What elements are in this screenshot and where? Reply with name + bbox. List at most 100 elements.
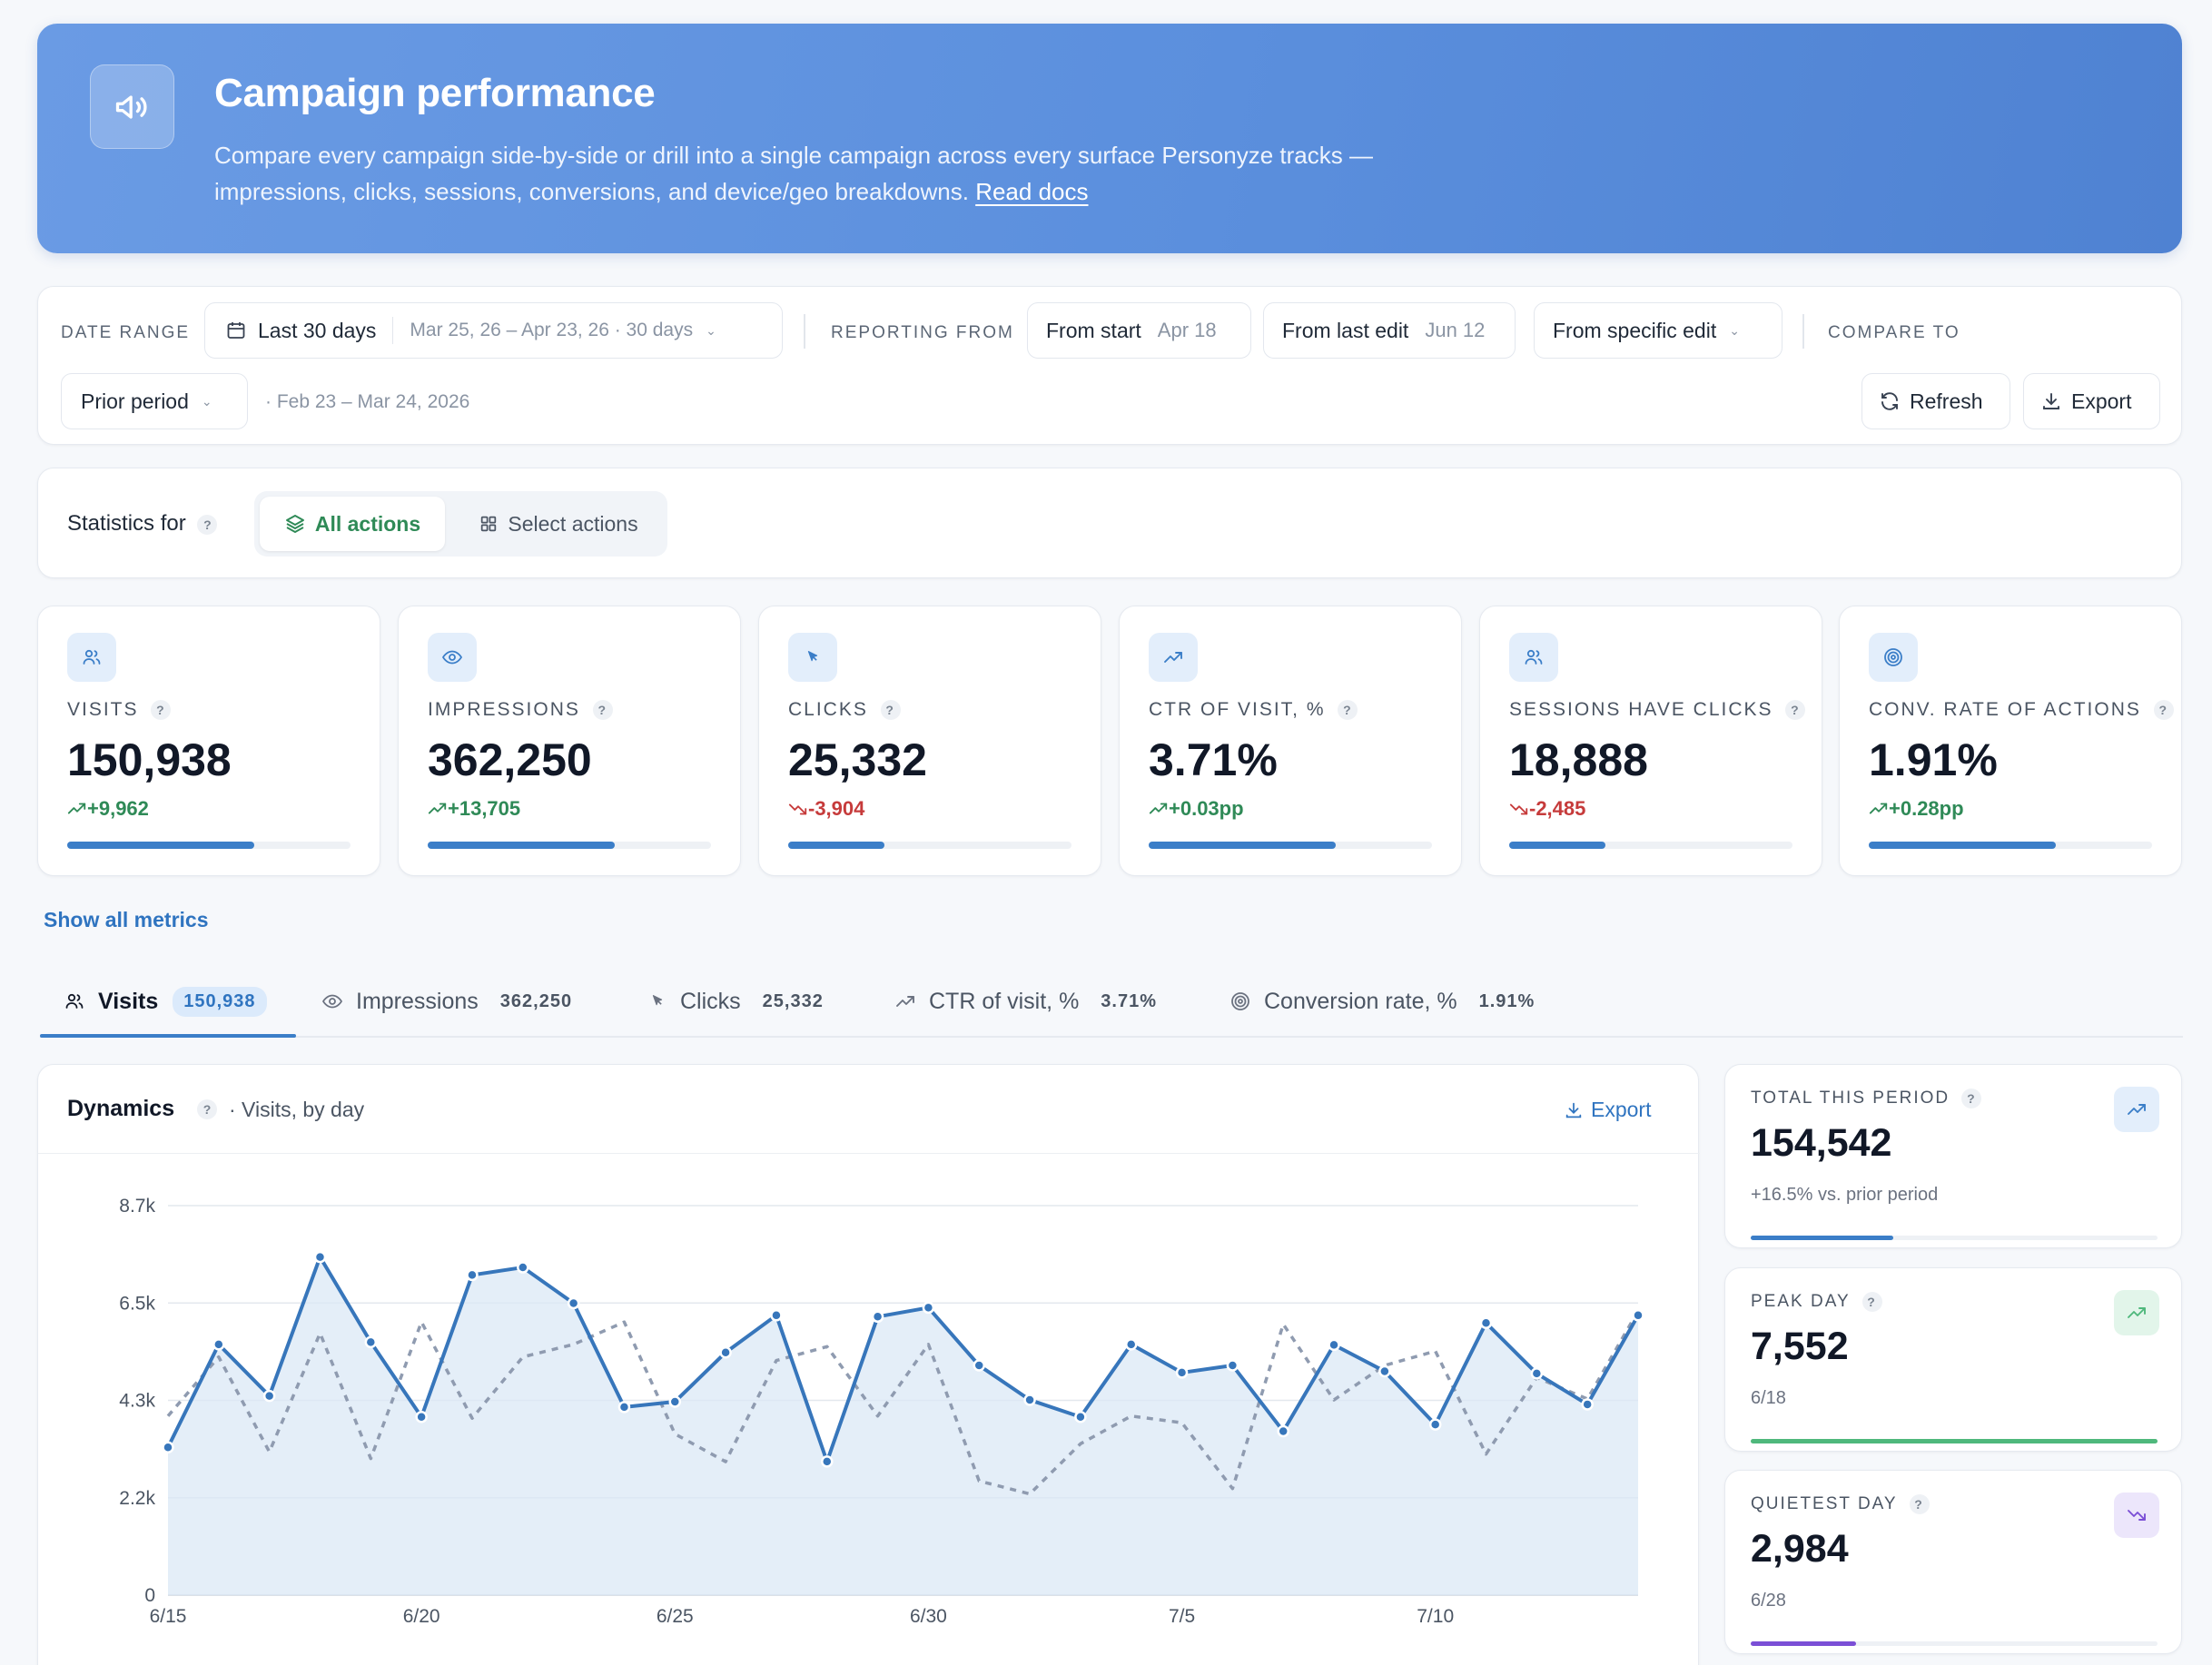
visits-point xyxy=(1328,1338,1340,1352)
compare-to-label: COMPARE TO xyxy=(1828,323,1960,342)
metric-card[interactable]: SESSIONS HAVE CLICKS ? 18,888 -2,485 xyxy=(1479,606,1822,876)
date-range-select[interactable]: Last 30 days Mar 25, 26 – Apr 23, 26 · 3… xyxy=(204,302,783,359)
statistics-label: Statistics for ? xyxy=(67,511,218,537)
chart-export-label: Export xyxy=(1591,1098,1652,1121)
layers-icon xyxy=(284,513,306,535)
refresh-label: Refresh xyxy=(1910,389,1983,413)
chart-export-button[interactable]: Export xyxy=(1564,1098,1651,1122)
metric-progress-track xyxy=(1509,842,1792,849)
visits-point xyxy=(1226,1359,1239,1372)
metric-card[interactable]: IMPRESSIONS ? 362,250 +13,705 xyxy=(398,606,741,876)
trend-down-icon xyxy=(2114,1493,2159,1538)
grid-icon xyxy=(479,514,499,534)
target-icon xyxy=(1229,990,1251,1012)
tab-label: Conversion rate, % xyxy=(1264,988,1457,1014)
help-icon[interactable]: ? xyxy=(197,1099,218,1120)
tab-label: Clicks xyxy=(680,988,741,1014)
trend-up-icon xyxy=(894,990,916,1012)
metric-progress-fill xyxy=(428,842,615,849)
show-all-metrics-link[interactable]: Show all metrics xyxy=(44,908,209,931)
summary-progress-fill xyxy=(1751,1641,1857,1646)
help-icon[interactable]: ? xyxy=(880,700,901,721)
metric-card[interactable]: CONV. RATE OF ACTIONS ? 1.91% +0.28pp xyxy=(1839,606,2182,876)
visits-point xyxy=(1124,1338,1138,1351)
trend-up-icon xyxy=(1869,802,1889,816)
visits-point xyxy=(1530,1367,1544,1380)
help-icon[interactable]: ? xyxy=(1338,700,1358,721)
compare-period-select[interactable]: Prior period ⌄ xyxy=(61,373,248,429)
cursor-icon xyxy=(647,991,667,1011)
all-actions-tab[interactable]: All actions xyxy=(260,497,445,551)
refresh-button[interactable]: Refresh xyxy=(1861,373,2010,429)
tab-label: Impressions xyxy=(356,988,479,1014)
metric-tabs: Visits 150,938 Impressions 362,250 Clicks 2… xyxy=(40,967,2183,1038)
tab-conversion-rate[interactable]: Conversion rate, % 1.91% xyxy=(1229,978,1535,1025)
compare-period-value: Prior period xyxy=(81,389,189,413)
from-start-button[interactable]: From start Apr 18 xyxy=(1027,302,1251,359)
tab-label: CTR of visit, % xyxy=(929,988,1080,1014)
visits-point xyxy=(517,1261,529,1274)
read-docs-link[interactable]: Read docs xyxy=(975,178,1089,205)
users-icon xyxy=(64,990,85,1012)
metric-value: 1.91% xyxy=(1869,734,1998,785)
metric-card[interactable]: VISITS ? 150,938 +9,962 xyxy=(37,606,380,876)
help-icon[interactable]: ? xyxy=(1785,700,1806,721)
tab-impressions[interactable]: Impressions 362,250 xyxy=(321,978,572,1025)
tab-clicks[interactable]: Clicks 25,332 xyxy=(647,978,824,1025)
help-icon[interactable]: ? xyxy=(2153,700,2174,721)
visits-point xyxy=(567,1296,580,1310)
chart-subtitle: · Visits, by day xyxy=(229,1098,365,1121)
help-icon[interactable]: ? xyxy=(1861,1292,1882,1312)
export-button[interactable]: Export xyxy=(2023,373,2160,429)
x-tick-label: 6/25 xyxy=(657,1606,694,1627)
help-icon[interactable]: ? xyxy=(1961,1089,1982,1108)
help-icon[interactable]: ? xyxy=(197,514,218,535)
from-last-edit-button[interactable]: From last edit Jun 12 xyxy=(1263,302,1516,359)
trend-up-icon xyxy=(428,802,448,816)
select-actions-tab[interactable]: Select actions xyxy=(454,497,663,551)
tab-ctr[interactable]: CTR of visit, % 3.71% xyxy=(894,978,1157,1025)
visits-point xyxy=(922,1301,935,1315)
refresh-icon xyxy=(1879,390,1901,412)
help-icon[interactable]: ? xyxy=(1909,1494,1930,1514)
visits-point xyxy=(1428,1418,1442,1431)
metric-label: IMPRESSIONS ? xyxy=(428,699,613,721)
metric-progress-fill xyxy=(1869,842,2056,849)
visits-point xyxy=(770,1309,783,1322)
help-icon[interactable]: ? xyxy=(592,700,613,721)
metric-delta: +0.28pp xyxy=(1869,797,1964,821)
metric-delta: +9,962 xyxy=(67,797,149,821)
summary-progress-track xyxy=(1751,1236,2158,1240)
metric-delta: +13,705 xyxy=(428,797,520,821)
y-tick-label: 4.3k xyxy=(119,1391,155,1412)
metric-card[interactable]: CTR OF VISIT, % ? 3.71% +0.03pp xyxy=(1119,606,1462,876)
metric-progress-track xyxy=(788,842,1071,849)
eye-icon xyxy=(321,990,343,1012)
metric-progress-fill xyxy=(788,842,885,849)
visits-point xyxy=(262,1389,276,1403)
hero-banner: Campaign performance Compare every campa… xyxy=(37,24,2182,253)
summary-card: QUIETEST DAY ? 2,984 6/28 xyxy=(1724,1470,2182,1654)
metric-card[interactable]: CLICKS ? 25,332 -3,904 xyxy=(758,606,1101,876)
summary-subtext: +16.5% vs. prior period xyxy=(1751,1185,1939,1205)
visits-point xyxy=(1479,1316,1493,1329)
users-icon xyxy=(1509,633,1558,682)
help-icon[interactable]: ? xyxy=(151,700,172,721)
tab-count: 362,250 xyxy=(499,990,573,1011)
from-specific-edit-select[interactable]: From specific edit ⌄ xyxy=(1534,302,1782,359)
metric-value: 25,332 xyxy=(788,734,927,785)
tab-visits[interactable]: Visits 150,938 xyxy=(64,978,267,1025)
visits-point xyxy=(1632,1309,1644,1322)
summary-label: PEAK DAY ? xyxy=(1751,1292,1882,1312)
x-tick-label: 7/10 xyxy=(1417,1606,1454,1627)
compare-period-detail: · Feb 23 – Mar 24, 2026 xyxy=(265,391,470,412)
from-specific-edit-label: From specific edit xyxy=(1553,318,1717,342)
summary-value: 7,552 xyxy=(1751,1325,1849,1368)
target-icon xyxy=(1869,633,1918,682)
page-description: Compare every campaign side-by-side or d… xyxy=(214,142,1373,205)
from-last-edit-label: From last edit xyxy=(1282,318,1409,342)
select-actions-label: Select actions xyxy=(508,511,638,536)
from-last-edit-date: Jun 12 xyxy=(1425,319,1486,341)
download-icon xyxy=(2040,390,2062,412)
metric-progress-track xyxy=(67,842,351,849)
